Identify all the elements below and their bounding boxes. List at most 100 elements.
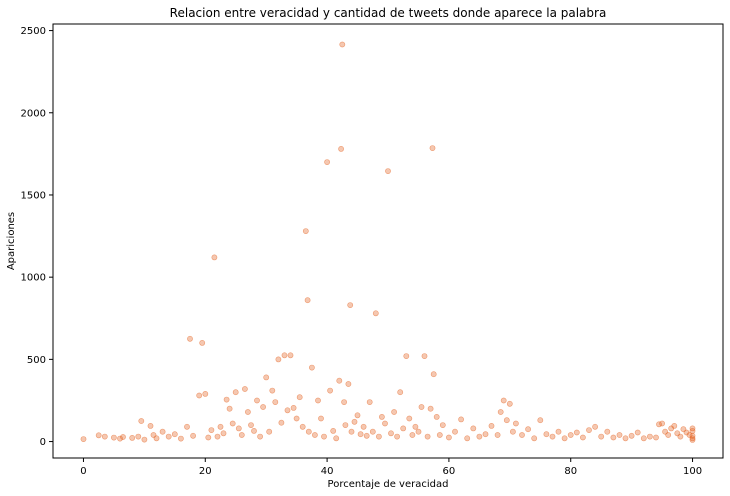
x-tick-label: 0 bbox=[80, 466, 86, 477]
data-point bbox=[315, 397, 321, 404]
data-point bbox=[470, 425, 477, 432]
data-point bbox=[671, 422, 678, 429]
data-point bbox=[573, 429, 580, 436]
data-point bbox=[220, 430, 227, 437]
data-point bbox=[347, 302, 354, 308]
data-point bbox=[308, 364, 315, 371]
data-point bbox=[567, 432, 574, 438]
data-point bbox=[147, 422, 154, 429]
data-point bbox=[391, 409, 397, 415]
data-point bbox=[394, 433, 400, 440]
data-point bbox=[439, 422, 446, 428]
data-point bbox=[339, 41, 346, 48]
data-point bbox=[302, 228, 309, 234]
data-point bbox=[506, 400, 513, 407]
data-point bbox=[120, 434, 126, 440]
data-point bbox=[372, 310, 379, 317]
data-point bbox=[580, 434, 586, 441]
data-point bbox=[500, 397, 507, 404]
data-point bbox=[397, 389, 404, 396]
data-point bbox=[202, 390, 209, 397]
data-point bbox=[360, 423, 367, 430]
data-point bbox=[184, 423, 190, 430]
data-point bbox=[647, 433, 653, 440]
data-point bbox=[503, 417, 510, 424]
data-point bbox=[433, 413, 440, 420]
data-point bbox=[427, 405, 434, 412]
data-point bbox=[634, 429, 641, 436]
x-tick-label: 80 bbox=[564, 466, 577, 477]
data-point bbox=[257, 433, 263, 440]
data-point bbox=[418, 404, 425, 410]
data-point bbox=[330, 427, 337, 434]
data-point bbox=[304, 297, 311, 304]
data-point bbox=[622, 435, 629, 442]
data-point bbox=[241, 386, 248, 392]
data-point bbox=[525, 426, 531, 433]
data-point bbox=[409, 432, 416, 438]
data-point bbox=[290, 404, 297, 411]
data-point bbox=[214, 433, 221, 440]
data-point bbox=[429, 145, 436, 151]
data-point bbox=[135, 433, 142, 440]
data-point bbox=[677, 433, 684, 440]
data-point bbox=[400, 425, 407, 432]
x-tick-label: 100 bbox=[683, 466, 702, 477]
data-point bbox=[153, 435, 160, 442]
data-point bbox=[208, 427, 215, 433]
data-point bbox=[415, 428, 422, 435]
data-point bbox=[251, 427, 257, 434]
y-tick-label: 2500 bbox=[21, 26, 46, 37]
data-point bbox=[177, 435, 184, 442]
data-point bbox=[338, 145, 344, 152]
data-point bbox=[205, 434, 212, 441]
data-point bbox=[101, 433, 108, 440]
points-layer bbox=[80, 41, 696, 443]
x-tick-label: 60 bbox=[443, 466, 456, 477]
data-point bbox=[510, 428, 516, 435]
chart-title: Relacion entre veracidad y cantidad de t… bbox=[170, 6, 607, 20]
data-point bbox=[543, 431, 550, 438]
data-point bbox=[406, 415, 413, 422]
data-point bbox=[430, 371, 437, 378]
data-point bbox=[424, 433, 431, 440]
data-point bbox=[223, 396, 230, 403]
data-point bbox=[689, 432, 696, 439]
y-tick-label: 2000 bbox=[21, 108, 46, 119]
data-point bbox=[238, 432, 245, 438]
data-point bbox=[531, 435, 538, 442]
data-point bbox=[598, 433, 605, 440]
data-point bbox=[445, 434, 452, 441]
data-point bbox=[266, 428, 273, 435]
data-point bbox=[281, 352, 288, 359]
data-point bbox=[464, 435, 471, 442]
data-point bbox=[275, 356, 282, 363]
data-point bbox=[129, 434, 136, 441]
data-point bbox=[272, 399, 279, 405]
data-point bbox=[555, 428, 562, 435]
data-point bbox=[305, 428, 312, 435]
data-point bbox=[345, 381, 352, 387]
data-point bbox=[488, 422, 495, 429]
data-point bbox=[117, 435, 123, 442]
data-point bbox=[284, 407, 291, 414]
data-point bbox=[640, 435, 647, 442]
data-point bbox=[187, 335, 193, 342]
data-point bbox=[226, 405, 233, 412]
data-point bbox=[412, 423, 419, 430]
data-point bbox=[458, 416, 464, 423]
data-point bbox=[244, 409, 251, 415]
data-point bbox=[324, 159, 330, 165]
data-point bbox=[269, 387, 276, 394]
data-point bbox=[318, 415, 324, 422]
data-point bbox=[586, 427, 592, 433]
data-point bbox=[311, 432, 318, 438]
data-point bbox=[296, 394, 303, 401]
data-point bbox=[689, 436, 696, 443]
x-tick-label: 40 bbox=[321, 466, 334, 477]
data-point bbox=[592, 423, 598, 430]
data-point bbox=[452, 428, 458, 435]
x-axis-ticks: 0 20 40 60 80 100 bbox=[80, 458, 702, 477]
data-point bbox=[211, 254, 218, 261]
data-point bbox=[494, 432, 501, 438]
